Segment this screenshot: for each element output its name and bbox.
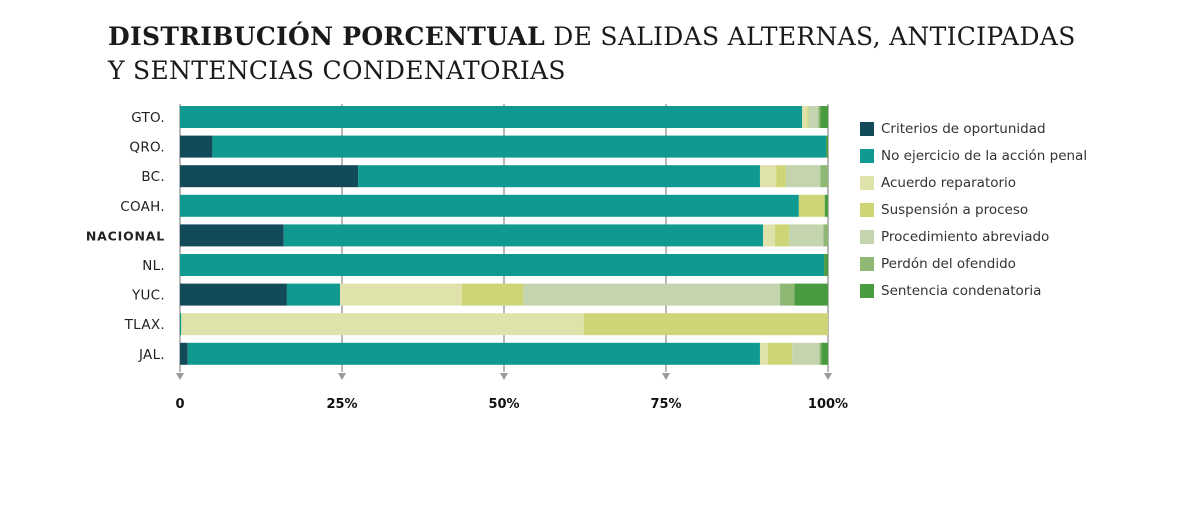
legend-swatch [860,256,874,271]
legend-label: Sentencia condenatoria [881,282,1042,299]
legend-swatch [860,175,874,190]
bar-segment [212,135,827,158]
bar-segment [802,106,808,128]
legend-item: No ejercicio de la acción penal [860,142,1087,169]
bar-segment [759,165,777,188]
category-label: NACIONAL [86,228,165,243]
legend-swatch [860,148,874,163]
chart-title-rest: DE SALIDAS ALTERNAS, ANTICIPADAS [545,22,1076,51]
bar-segment [807,106,809,128]
bar-segment [780,283,795,306]
legend-item: Criterios de oportunidad [860,115,1087,142]
bar-segment [180,283,287,306]
category-label: NL. [142,258,165,274]
legend-label: Criterios de oportunidad [881,120,1046,137]
legend-label: Acuerdo reparatorio [881,174,1017,191]
bar-segment [767,342,793,365]
category-label: JAL. [138,347,165,363]
bar-segment [461,283,524,306]
bar-segment [180,313,182,336]
bar-segment [819,342,822,365]
legend-swatch [860,229,874,244]
bar-segment [824,254,828,276]
legend: Criterios de oportunidad No ejercicio de … [860,115,1087,304]
tick-arrow [338,373,346,380]
bar-segment [180,342,188,365]
legend-item: Perdón del ofendido [860,250,1087,277]
category-label: QRO. [129,140,165,156]
x-tick-label: 0 [175,397,184,412]
bar-segment [774,224,790,247]
bar-segment [181,313,584,336]
bar-segment [808,106,819,128]
legend-item: Procedimiento abreviado [860,223,1087,250]
category-label: GTO. [131,110,165,126]
x-tick-label: 100% [808,397,848,412]
legend-swatch [860,121,874,136]
x-tick-label: 75% [650,397,681,412]
bar-segment [180,254,825,276]
bar-segment [798,194,825,217]
legend-swatch [860,202,874,217]
bar-segment [340,283,462,306]
bar-segment [187,342,760,365]
category-label: BC. [141,169,165,185]
x-tick-label: 25% [326,397,357,412]
bar-segment [180,165,359,188]
legend-item: Acuerdo reparatorio [860,169,1087,196]
bar-segment [358,165,760,188]
bar-segment [776,165,786,188]
bar-segment [180,194,799,217]
bar-segment [826,135,828,158]
legend-label: No ejercicio de la acción penal [881,147,1088,164]
legend-item: Suspensión a proceso [860,196,1087,223]
bar-segment [824,194,828,217]
category-label: TLAX. [124,317,165,333]
tick-arrow [176,373,184,380]
legend-label: Perdón del ofendido [881,255,1016,272]
category-label: YUC. [131,288,165,304]
legend-item: Sentencia condenatoria [860,277,1087,304]
legend-label: Suspensión a proceso [881,201,1029,218]
bar-segment [821,342,828,365]
bar-segment [823,224,828,247]
bar-segment [763,224,775,247]
tick-arrow [662,373,670,380]
bar-segment [792,342,820,365]
bar-segment [789,224,824,247]
bar-segment [759,342,768,365]
bar-segment [820,106,828,128]
bar-segment [180,135,213,158]
bar-segment [583,313,828,336]
category-label: COAH. [120,199,165,215]
chart-title-line2: Y SENTENCIAS CONDENATORIAS [108,56,566,85]
tick-arrow [500,373,508,380]
bar-segment [286,283,341,306]
bar-segment [820,165,828,188]
bar-segment [818,106,821,128]
bar-segment [794,283,828,306]
bar-segment [523,283,781,306]
bar-segment [180,224,284,247]
chart-title-bold: DISTRIBUCIÓN PORCENTUAL [108,22,546,51]
bar-segment [283,224,764,247]
stacked-bar-chart: 0 25% 50% 75% 100% GTO. QRO. BC. COAH. NACIONAL NL… [86,104,848,412]
x-tick-label: 50% [488,397,519,412]
bar-segment [180,106,803,128]
legend-label: Procedimiento abreviado [881,228,1050,245]
bar-segment [785,165,821,188]
chart-title: DISTRIBUCIÓN PORCENTUAL DE SALIDAS ALTER… [108,20,1108,88]
tick-arrow [824,373,832,380]
legend-swatch [860,283,874,298]
